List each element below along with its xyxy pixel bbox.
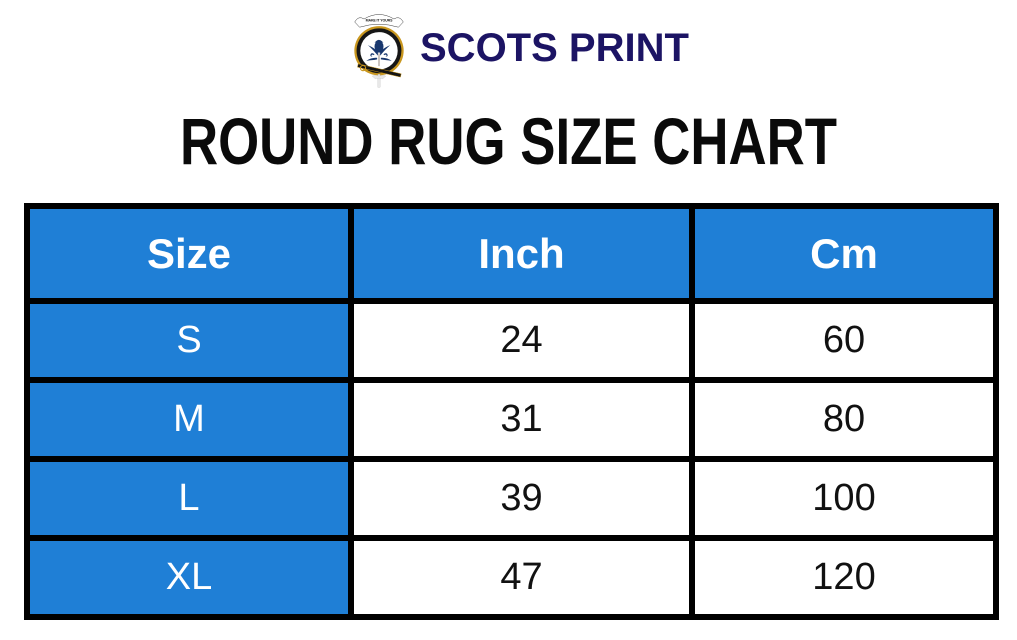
svg-text:MAKE IT YOURS: MAKE IT YOURS [366, 18, 393, 22]
